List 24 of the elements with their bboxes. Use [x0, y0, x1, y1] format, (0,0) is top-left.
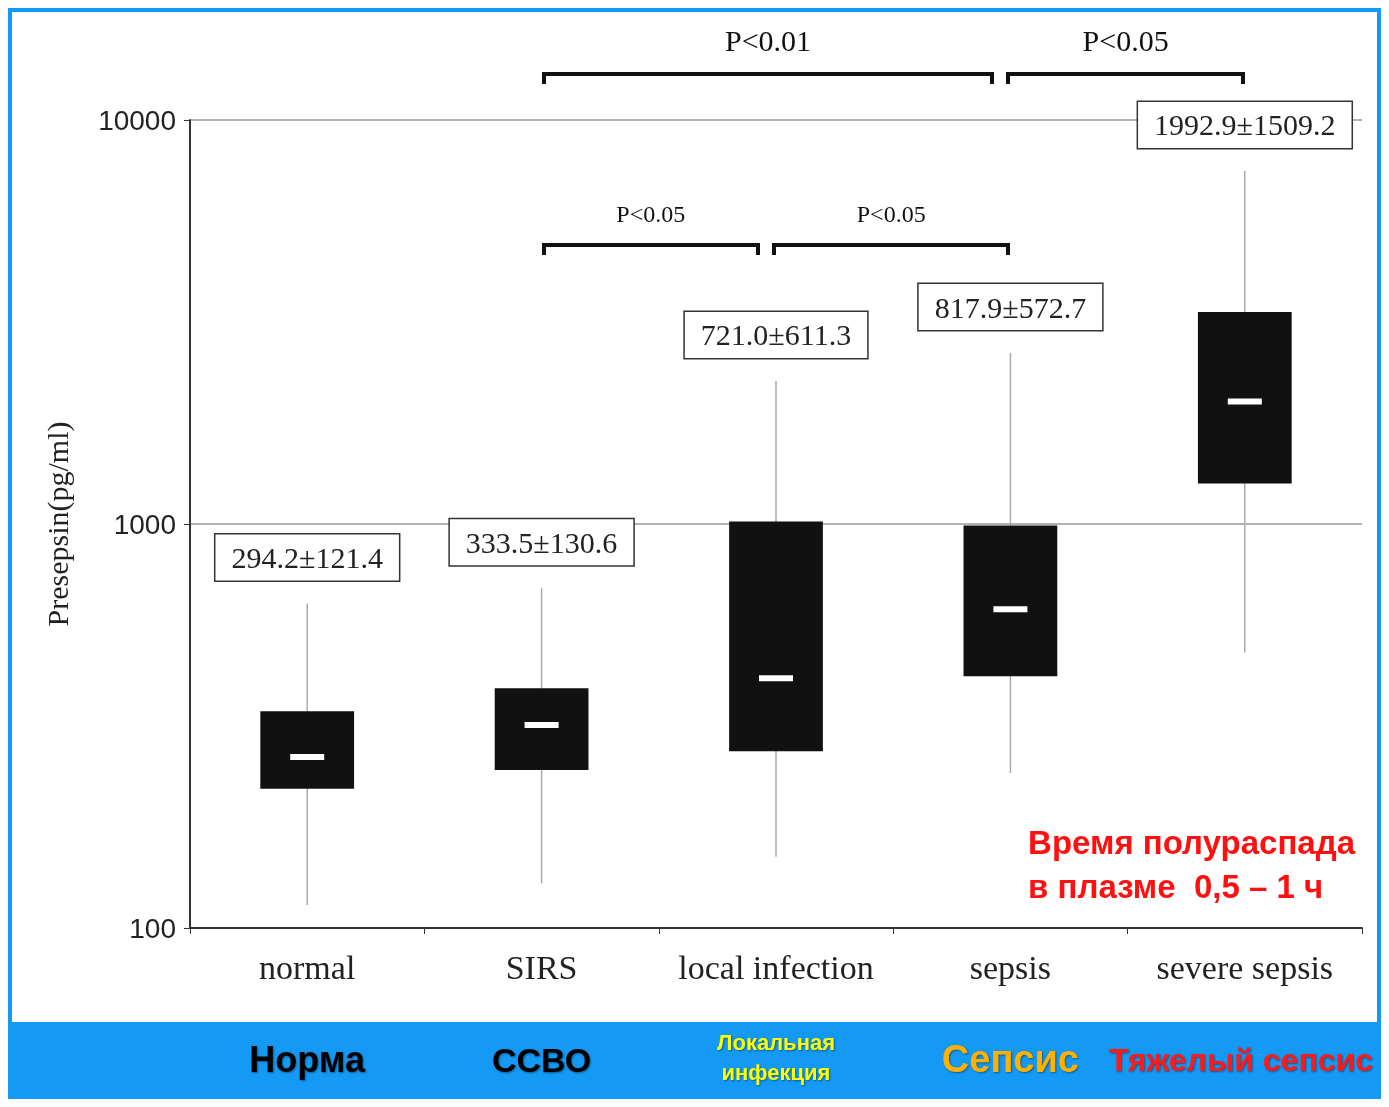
text: P<0.01 — [724, 24, 812, 58]
x-tick-label: SIRS — [505, 948, 578, 986]
x-tick-label: local infection — [678, 948, 874, 986]
text: Тяжелый сепсис — [1109, 1040, 1373, 1080]
y-axis-title: Presepsin(pg/ml) — [40, 421, 75, 627]
x-tick-label: sepsis — [969, 948, 1052, 986]
annotation: 1992.9±1509.2 — [1154, 108, 1336, 142]
annotation: Время полураспада в плазме 0,5 – 1 ч — [1028, 823, 1356, 905]
annotation: 294.2±121.4 — [231, 540, 383, 574]
text: Норма — [249, 1038, 366, 1082]
annotation: P<0.05 — [856, 201, 926, 228]
text: P<0.05 — [1082, 24, 1169, 58]
x-tick-label: normal — [259, 948, 356, 986]
annotation: P<0.05 — [616, 201, 686, 228]
text: ССВО — [491, 1039, 592, 1081]
y-tick-label: 100 — [129, 912, 176, 944]
x-tick-label: severe sepsis — [1156, 948, 1334, 986]
y-tick-label: 10000 — [98, 104, 176, 136]
annotation: 817.9±572.7 — [934, 290, 1087, 324]
y-tick-label: 1000 — [113, 508, 176, 540]
text: Сепсис — [941, 1037, 1079, 1083]
annotation: 333.5±130.6 — [465, 525, 618, 559]
text: Локальная инфекция — [717, 1029, 835, 1087]
annotation: 721.0±611.3 — [700, 318, 852, 352]
